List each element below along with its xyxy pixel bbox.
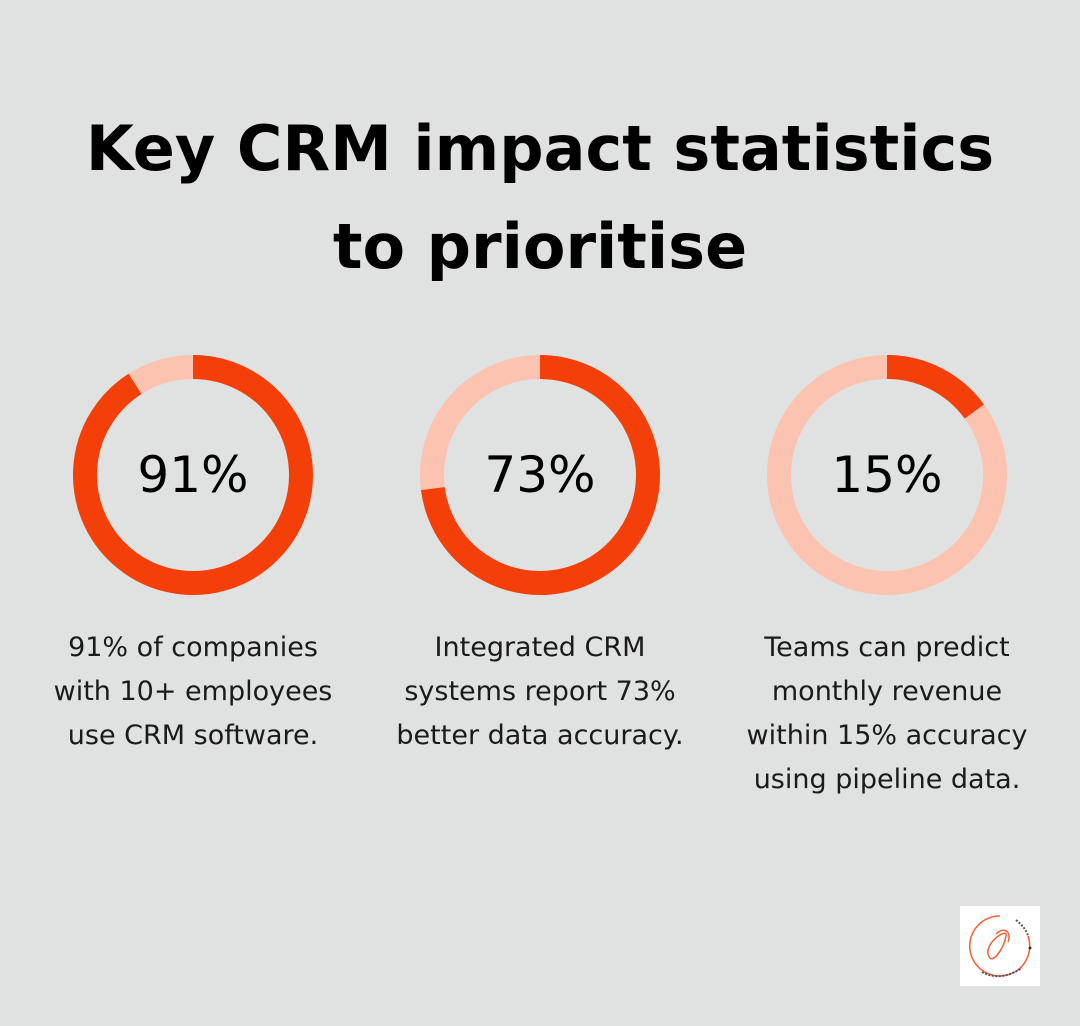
donut-remaining-segment bbox=[767, 355, 1007, 595]
donut-value-segment bbox=[420, 355, 660, 595]
description-line: monthly revenue bbox=[771, 676, 1003, 707]
donut-remaining-segment bbox=[128, 355, 194, 395]
description-line: use CRM software. bbox=[67, 720, 319, 751]
donut-value-segment bbox=[886, 355, 985, 419]
description-line: better data accuracy. bbox=[396, 720, 684, 751]
stat-card-3: 15% Teams can predict monthly revenue wi… bbox=[722, 350, 1052, 802]
description-line: with 10+ employees bbox=[53, 676, 333, 707]
description-line: 91% of companies bbox=[68, 632, 318, 663]
page-title: Key CRM impact statistics to prioritise bbox=[0, 100, 1080, 296]
donut-label: 91% bbox=[137, 446, 248, 504]
description-line: Integrated CRM bbox=[434, 632, 646, 663]
brand-logo bbox=[960, 906, 1040, 986]
stat-card-2: 73% Integrated CRM systems report 73% be… bbox=[375, 350, 705, 758]
donut-label: 15% bbox=[831, 446, 942, 504]
donut-chart-1: 91% bbox=[73, 355, 313, 595]
stat-description: 91% of companies with 10+ employees use … bbox=[28, 626, 358, 758]
description-line: within 15% accuracy bbox=[746, 720, 1028, 751]
donut-chart-2: 73% bbox=[420, 355, 660, 595]
donut-remaining-segment bbox=[420, 355, 541, 491]
title-line-1: Key CRM impact statistics bbox=[85, 112, 995, 185]
donut-label: 73% bbox=[484, 446, 595, 504]
description-line: using pipeline data. bbox=[753, 764, 1021, 795]
logo-mark-icon bbox=[969, 915, 1032, 978]
donut-value-segment bbox=[73, 355, 313, 595]
description-line: Teams can predict bbox=[764, 632, 1010, 663]
title-line-2: to prioritise bbox=[332, 210, 748, 283]
donut-chart-3: 15% bbox=[767, 355, 1007, 595]
stat-description: Teams can predict monthly revenue within… bbox=[722, 626, 1052, 802]
stat-card-1: 91% 91% of companies with 10+ employees … bbox=[28, 350, 358, 758]
description-line: systems report 73% bbox=[404, 676, 676, 707]
stat-description: Integrated CRM systems report 73% better… bbox=[375, 626, 705, 758]
